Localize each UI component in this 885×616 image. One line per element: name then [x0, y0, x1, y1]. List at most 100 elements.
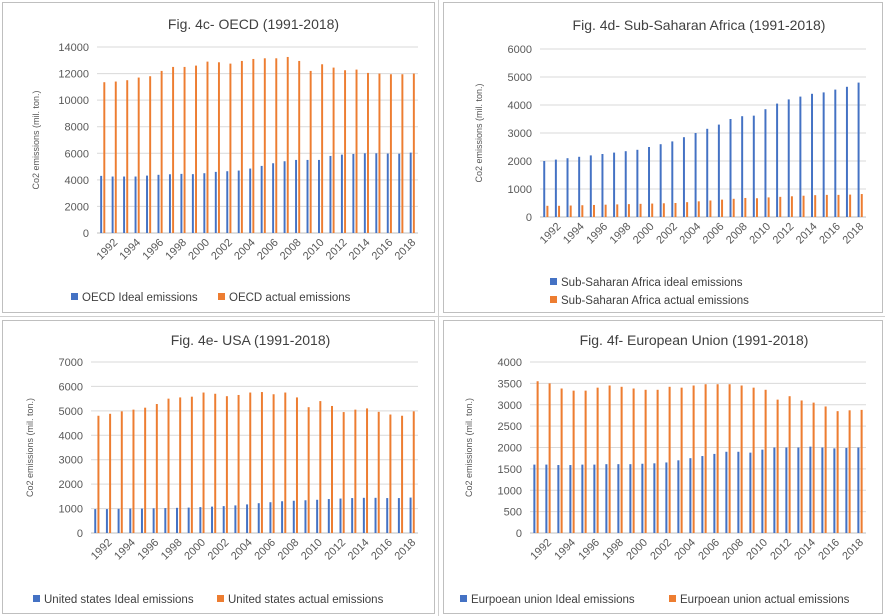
- bar-ideal: [409, 152, 412, 233]
- y-tick-label: 3000: [498, 400, 522, 412]
- bar-ideal: [776, 103, 779, 217]
- bar-ideal: [340, 154, 343, 233]
- bar-actual: [377, 411, 380, 533]
- bar-ideal: [694, 133, 697, 217]
- legend-label: United states actual emissions: [228, 594, 384, 606]
- bar-actual: [114, 81, 117, 234]
- bar-actual: [662, 203, 665, 217]
- bar-actual: [155, 404, 158, 533]
- bar-ideal: [845, 86, 848, 217]
- bar-actual: [860, 409, 863, 533]
- bar-ideal: [199, 507, 202, 533]
- bar-actual: [814, 195, 817, 217]
- y-tick-label: 3500: [498, 378, 522, 390]
- x-tick-label: 2010: [744, 537, 770, 563]
- bar-actual: [120, 411, 123, 533]
- y-tick-label: 0: [77, 528, 83, 540]
- bar-actual: [309, 70, 312, 234]
- chart-usa: Fig. 4e- USA (1991-2018) 0 1000 2000 3000 400…: [25, 332, 418, 606]
- x-tick-label: 2016: [817, 221, 843, 247]
- y-axis-title: Co2 emissions (mil. ton.): [464, 398, 474, 497]
- bar-ideal: [168, 174, 171, 233]
- bar-ideal: [152, 508, 155, 533]
- bar-actual: [536, 381, 539, 533]
- x-tick-label: 2000: [182, 537, 208, 563]
- bar-actual: [389, 414, 392, 533]
- y-tick-label: 5000: [508, 72, 532, 84]
- x-tick-label: 1998: [608, 221, 634, 247]
- bar-actual: [639, 203, 642, 217]
- bar-ideal: [386, 498, 389, 533]
- bar-ideal: [787, 99, 790, 217]
- bar-ideal: [222, 506, 225, 533]
- x-tick-label: 2014: [794, 221, 820, 247]
- bar-ideal: [533, 464, 536, 533]
- bar-ideal: [809, 446, 812, 533]
- bar-ideal: [157, 174, 160, 233]
- bar-ideal: [629, 464, 632, 533]
- bar-actual: [144, 407, 147, 533]
- bar-ideal: [641, 463, 644, 533]
- bar-actual: [249, 392, 252, 533]
- y-tick-label: 0: [83, 228, 89, 240]
- x-tick-label: 2016: [370, 237, 396, 263]
- bar-actual: [103, 82, 106, 233]
- bar-ideal: [237, 170, 240, 233]
- y-tick-label: 6000: [508, 44, 532, 56]
- legend-swatch-actual: [217, 595, 224, 602]
- bar-ideal: [773, 447, 776, 533]
- vertical-divider: [438, 0, 439, 616]
- bar-ideal: [706, 128, 709, 217]
- bar-ideal: [176, 507, 178, 533]
- bar-ideal: [617, 464, 620, 533]
- bar-actual: [344, 70, 347, 233]
- bar-ideal: [741, 116, 744, 217]
- bar-actual: [584, 390, 587, 533]
- y-tick-label: 8000: [65, 122, 89, 134]
- x-tick-label: 2000: [186, 237, 212, 263]
- bar-actual: [132, 409, 135, 533]
- bar-actual: [779, 196, 782, 217]
- bar-ideal: [327, 499, 330, 533]
- x-tick-label: 2006: [696, 537, 722, 563]
- bar-ideal: [281, 501, 284, 533]
- bar-actual: [744, 197, 747, 217]
- bar-actual: [331, 405, 333, 533]
- bar-actual: [608, 385, 611, 533]
- bar-ideal: [799, 96, 802, 217]
- x-tick-label: 1996: [576, 537, 602, 563]
- x-tick-label: 2000: [624, 537, 650, 563]
- y-tick-label: 1000: [59, 504, 83, 516]
- bar-ideal: [339, 498, 342, 533]
- bar-actual: [732, 198, 735, 217]
- bar-ideal: [214, 171, 217, 233]
- x-tick-label: 2002: [206, 537, 232, 563]
- x-tick-label: 1996: [140, 237, 166, 263]
- bar-actual: [272, 394, 275, 533]
- bar-ideal: [292, 500, 295, 533]
- x-tick-label: 2008: [720, 537, 746, 563]
- bar-ideal: [821, 447, 824, 533]
- y-tick-label: 4000: [508, 100, 532, 112]
- bar-ideal: [682, 137, 685, 217]
- legend-label: Sub-Saharan Africa actual emissions: [561, 295, 749, 307]
- bar-actual: [284, 392, 287, 533]
- bar-actual: [755, 198, 758, 217]
- bar-actual: [183, 66, 186, 233]
- bar-ideal: [318, 159, 320, 233]
- bar-actual: [721, 199, 724, 217]
- bar-actual: [366, 408, 369, 533]
- bar-actual: [160, 70, 163, 234]
- y-tick-label: 5000: [59, 406, 83, 418]
- bar-ideal: [653, 463, 656, 533]
- bar-ideal: [362, 497, 365, 533]
- bar-actual: [126, 80, 129, 233]
- bar-ideal: [752, 115, 755, 217]
- legend-swatch-actual: [218, 293, 225, 300]
- y-tick-label: 2000: [65, 201, 89, 213]
- chart-title: Fig. 4e- USA (1991-2018): [171, 332, 331, 348]
- x-tick-label: 2014: [347, 237, 373, 263]
- bar-actual: [581, 205, 584, 217]
- bar-actual: [824, 406, 827, 533]
- bar-ideal: [187, 507, 190, 533]
